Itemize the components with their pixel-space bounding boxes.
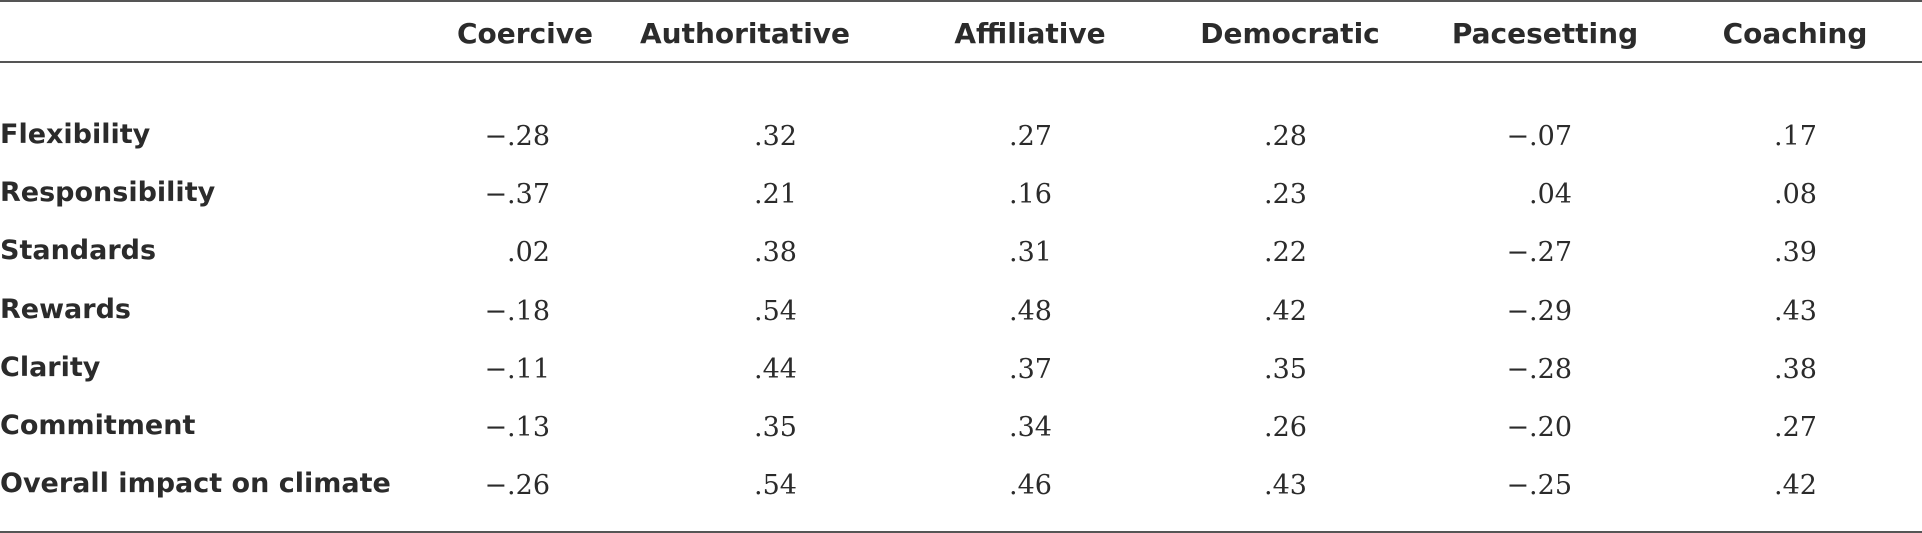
table-cell: .35 [1264,354,1307,385]
table-cell: .21 [754,179,797,210]
table-cell: −.37 [484,179,550,210]
row-label: Responsibility [0,177,216,208]
row-label: Standards [0,235,157,266]
row-label: Commitment [0,410,196,441]
row-label: Clarity [0,352,101,383]
table-cell: .48 [1009,296,1052,327]
table-cell: −.18 [484,296,550,327]
table-cell: .34 [1009,412,1052,443]
table-cell: .28 [1264,121,1307,152]
table-cell: −.27 [1506,237,1572,268]
table-cell: .43 [1774,296,1817,327]
table-cell: .08 [1774,179,1817,210]
table-cell: .23 [1264,179,1307,210]
table-header-rule [0,61,1922,63]
table-cell: −.20 [1506,412,1572,443]
table-cell: .02 [507,237,550,268]
table-cell: .54 [754,296,797,327]
table-cell: .26 [1264,412,1307,443]
table-cell: .42 [1264,296,1307,327]
table-cell: .27 [1774,412,1817,443]
table-cell: .42 [1774,470,1817,501]
table-cell: −.28 [484,121,550,152]
row-label: Flexibility [0,119,151,150]
column-header-affiliative: Affiliative [954,17,1106,50]
table-cell: .31 [1009,237,1052,268]
table-cell: −.07 [1506,121,1572,152]
table-cell: .04 [1529,179,1572,210]
table-cell: .17 [1774,121,1817,152]
column-header-pacesetting: Pacesetting [1451,17,1639,50]
table-cell: −.29 [1506,296,1572,327]
column-header-democratic: Democratic [1200,17,1380,50]
column-header-coaching: Coaching [1722,17,1868,50]
table-cell: .38 [754,237,797,268]
table-cell: .35 [754,412,797,443]
table-cell: .46 [1009,470,1052,501]
table-cell: −.25 [1506,470,1572,501]
table-cell: −.13 [484,412,550,443]
table-cell: .22 [1264,237,1307,268]
table-cell: .27 [1009,121,1052,152]
table-cell: .32 [754,121,797,152]
row-label: Overall impact on climate [0,468,391,499]
table-bottom-rule [0,531,1922,533]
table-cell: .37 [1009,354,1052,385]
table-top-rule [0,0,1922,2]
column-header-coercive: Coercive [456,17,594,50]
table-cell: .38 [1774,354,1817,385]
table-cell: .16 [1009,179,1052,210]
table-cell: .43 [1264,470,1307,501]
row-label: Rewards [0,294,131,325]
column-header-authoritative: Authoritative [639,17,851,50]
table-cell: .44 [754,354,797,385]
table-cell: −.28 [1506,354,1572,385]
table-cell: .54 [754,470,797,501]
table-cell: .39 [1774,237,1817,268]
table-cell: −.11 [484,354,550,385]
table-cell: −.26 [484,470,550,501]
